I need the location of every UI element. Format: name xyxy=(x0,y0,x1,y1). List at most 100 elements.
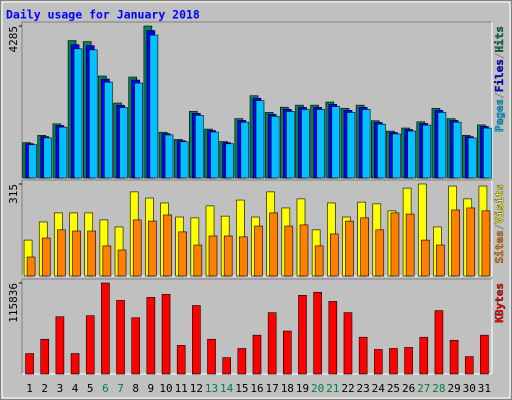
bar xyxy=(40,338,50,375)
x-tick-label: 25 xyxy=(387,382,400,395)
x-tick-label: 3 xyxy=(57,382,64,395)
bar xyxy=(58,126,68,179)
bar xyxy=(148,220,157,277)
legend-separator: / xyxy=(493,52,506,59)
bar xyxy=(193,244,203,277)
bar xyxy=(72,230,81,277)
bar xyxy=(343,312,353,375)
x-tick-label: 26 xyxy=(402,382,415,395)
bar xyxy=(316,109,325,179)
bar xyxy=(269,212,278,277)
bar xyxy=(299,224,309,277)
chart-title: Daily usage for January 2018 xyxy=(6,8,200,22)
bar xyxy=(284,225,294,277)
legend-entry: Sites xyxy=(493,230,506,263)
bar xyxy=(222,357,231,375)
x-tick-label: 31 xyxy=(478,382,491,395)
bar xyxy=(286,111,295,179)
x-tick-label: 12 xyxy=(190,382,203,395)
bar xyxy=(407,130,416,179)
bar xyxy=(179,141,189,179)
x-tick-label: 8 xyxy=(132,382,139,395)
bar xyxy=(345,220,354,277)
x-tick-label: 21 xyxy=(326,382,339,395)
x-tick-label: 10 xyxy=(159,382,172,395)
x-tick-label: 9 xyxy=(148,382,155,395)
bar xyxy=(210,131,219,179)
bar xyxy=(132,219,142,277)
bar xyxy=(301,109,310,179)
bar xyxy=(283,330,292,375)
x-tick-label: 29 xyxy=(447,382,460,395)
bar xyxy=(480,334,489,375)
bar xyxy=(452,121,462,179)
bar xyxy=(88,49,98,179)
x-tick-label: 30 xyxy=(463,382,476,395)
bar xyxy=(239,236,248,277)
bar xyxy=(464,356,474,375)
bar xyxy=(466,207,476,277)
bar xyxy=(361,109,371,179)
x-tick-label: 17 xyxy=(266,382,279,395)
bar xyxy=(392,133,401,179)
bar xyxy=(404,347,413,375)
bar xyxy=(195,115,204,179)
bar xyxy=(57,229,66,277)
bar xyxy=(270,116,280,179)
bar xyxy=(73,48,83,179)
bar xyxy=(405,213,415,277)
x-tick-label: 7 xyxy=(117,382,124,395)
x-tick-label: 20 xyxy=(311,382,324,395)
bar xyxy=(437,112,447,179)
bar xyxy=(328,301,338,375)
bar xyxy=(43,137,53,179)
legend-separator: / xyxy=(493,92,506,99)
y-tick-label: 4285 xyxy=(7,26,20,53)
x-tick-label: 13 xyxy=(205,382,218,395)
legend: Sites/Visits xyxy=(493,184,506,264)
bar xyxy=(131,317,141,375)
bar xyxy=(85,315,95,375)
legend-entry: Files xyxy=(493,59,506,92)
bar xyxy=(481,210,491,277)
bar xyxy=(240,121,250,179)
bar xyxy=(163,214,172,277)
bar xyxy=(360,217,369,277)
x-tick-label: 15 xyxy=(235,382,248,395)
bar xyxy=(116,300,125,375)
bar xyxy=(390,212,400,277)
bar xyxy=(330,233,339,277)
legend-entry: Visits xyxy=(493,184,506,224)
bar xyxy=(346,112,356,179)
x-tick-label: 14 xyxy=(220,382,234,395)
bar xyxy=(41,237,51,277)
x-tick-label: 5 xyxy=(87,382,94,395)
bar xyxy=(422,124,432,179)
bar xyxy=(254,225,263,277)
bar xyxy=(389,348,398,375)
x-tick-label: 11 xyxy=(175,382,188,395)
bar xyxy=(104,81,113,179)
y-tick-label: 315 xyxy=(7,184,20,204)
bar xyxy=(298,295,307,375)
x-tick-label: 6 xyxy=(102,382,109,395)
x-tick-label: 19 xyxy=(296,382,309,395)
bar xyxy=(314,245,324,277)
bar xyxy=(375,229,385,277)
bar xyxy=(192,305,201,375)
x-tick-label: 2 xyxy=(41,382,48,395)
x-tick-label: 4 xyxy=(72,382,79,395)
bar xyxy=(420,239,430,277)
bar xyxy=(55,316,65,375)
bar xyxy=(419,336,429,375)
bar xyxy=(267,312,277,375)
bar xyxy=(252,334,262,375)
x-tick-label: 22 xyxy=(341,382,354,395)
legend-entry: Hits xyxy=(493,26,506,53)
bar xyxy=(146,297,156,375)
bar xyxy=(313,291,322,375)
x-tick-label: 18 xyxy=(281,382,294,395)
bar xyxy=(255,100,265,179)
bar xyxy=(207,338,216,375)
